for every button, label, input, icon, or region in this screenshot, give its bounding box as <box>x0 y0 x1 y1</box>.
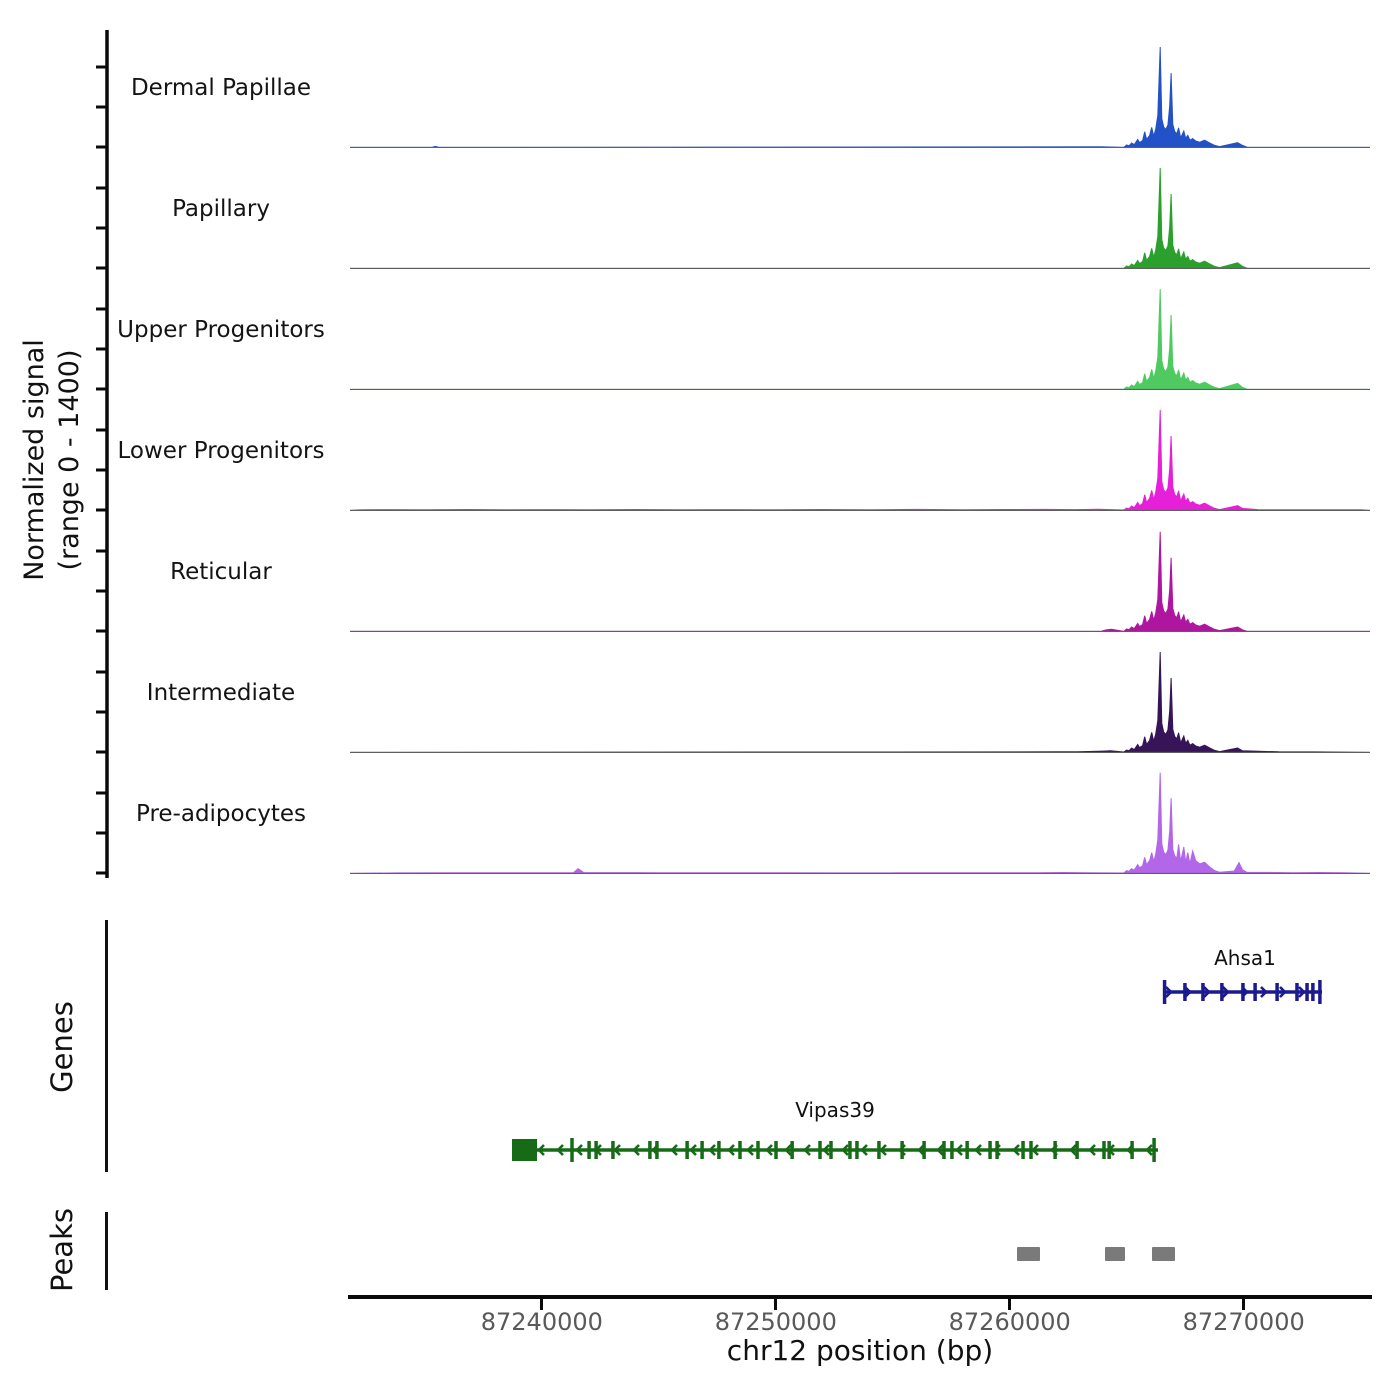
strand-arrow <box>1298 986 1306 998</box>
strand-arrow <box>879 1144 887 1156</box>
signal-y-axis <box>82 20 112 885</box>
strand-arrow <box>936 1144 944 1156</box>
x-tick <box>774 1299 778 1310</box>
track-label-dermal-papillae: Dermal Papillae <box>130 75 312 101</box>
gene-model-ahsa1 <box>1151 968 1334 1016</box>
strand-arrow <box>708 1144 716 1156</box>
strand-arrow <box>670 1144 678 1156</box>
gene-model-vipas39 <box>500 1126 1170 1174</box>
x-tick-label-87260000: 87260000 <box>948 1308 1071 1336</box>
strand-arrow <box>537 1144 545 1156</box>
strand-arrow <box>1260 986 1268 998</box>
strand-arrow <box>1088 1144 1096 1156</box>
strand-arrow <box>575 1144 583 1156</box>
strand-arrow <box>1069 1144 1077 1156</box>
strand-arrow <box>955 1144 963 1156</box>
track-plot-dermal-papillae <box>350 34 1370 148</box>
x-tick <box>540 1299 544 1310</box>
x-tick-label-87270000: 87270000 <box>1182 1308 1305 1336</box>
strand-arrow <box>613 1144 621 1156</box>
peaks-section-label: Peaks <box>45 1208 79 1292</box>
strand-arrow <box>1012 1144 1020 1156</box>
signal-area <box>350 167 1370 269</box>
signal-area <box>350 531 1370 632</box>
track-plot-intermediate <box>350 639 1370 753</box>
track-plot-reticular <box>350 518 1370 632</box>
strand-arrow <box>1222 986 1230 998</box>
track-plot-lower-progenitors <box>350 397 1370 511</box>
strand-arrow <box>784 1144 792 1156</box>
signal-area <box>350 772 1370 874</box>
gene-label-vipas39: Vipas39 <box>795 1098 875 1122</box>
x-tick-label-87250000: 87250000 <box>714 1308 837 1336</box>
utr-box <box>512 1139 538 1161</box>
signal-area <box>350 409 1370 511</box>
strand-arrow <box>860 1144 868 1156</box>
strand-arrow <box>689 1144 697 1156</box>
strand-arrow <box>727 1144 735 1156</box>
track-label-upper-progenitors: Upper Progenitors <box>117 317 325 343</box>
strand-arrow <box>974 1144 982 1156</box>
x-tick <box>1008 1299 1012 1310</box>
x-tick-label-87240000: 87240000 <box>480 1308 603 1336</box>
x-axis-title: chr12 position (bp) <box>726 1334 994 1367</box>
genes-section-label: Genes <box>45 1001 79 1093</box>
track-label-intermediate: Intermediate <box>146 680 296 706</box>
track-plot-upper-progenitors <box>350 276 1370 390</box>
gene-label-ahsa1: Ahsa1 <box>1214 946 1276 970</box>
signal-area <box>350 46 1370 148</box>
strand-arrow <box>746 1144 754 1156</box>
y-axis-label: Normalized signal (range 0 - 1400) <box>18 160 86 760</box>
track-label-reticular: Reticular <box>170 559 272 585</box>
strand-arrow <box>841 1144 849 1156</box>
signal-area <box>350 288 1370 390</box>
strand-arrow <box>1165 986 1173 998</box>
x-tick <box>1242 1299 1246 1310</box>
y-axis-label-line1: Normalized signal <box>19 339 50 581</box>
peaks-axis-line <box>105 1212 108 1290</box>
strand-arrow <box>1145 1144 1153 1156</box>
strand-arrow <box>556 1144 564 1156</box>
genes-axis-line <box>105 920 108 1172</box>
strand-arrow <box>1279 986 1287 998</box>
strand-arrow <box>803 1144 811 1156</box>
x-axis-line <box>348 1295 1372 1299</box>
signal-area <box>350 651 1370 753</box>
track-label-pre-adipocytes: Pre-adipocytes <box>135 801 307 827</box>
signal-y-axis-svg <box>96 30 109 878</box>
strand-arrow <box>822 1144 830 1156</box>
strand-arrow <box>632 1144 640 1156</box>
strand-arrow <box>765 1144 773 1156</box>
track-plot-papillary <box>350 155 1370 269</box>
peak-box <box>1104 1247 1125 1261</box>
peak-box <box>1016 1247 1040 1261</box>
strand-arrow <box>1031 1144 1039 1156</box>
strand-arrow <box>1203 986 1211 998</box>
strand-arrow <box>917 1144 925 1156</box>
track-label-lower-progenitors: Lower Progenitors <box>117 438 325 464</box>
track-plot-pre-adipocytes <box>350 760 1370 874</box>
peak-box <box>1151 1247 1175 1261</box>
track-label-papillary: Papillary <box>172 196 270 222</box>
